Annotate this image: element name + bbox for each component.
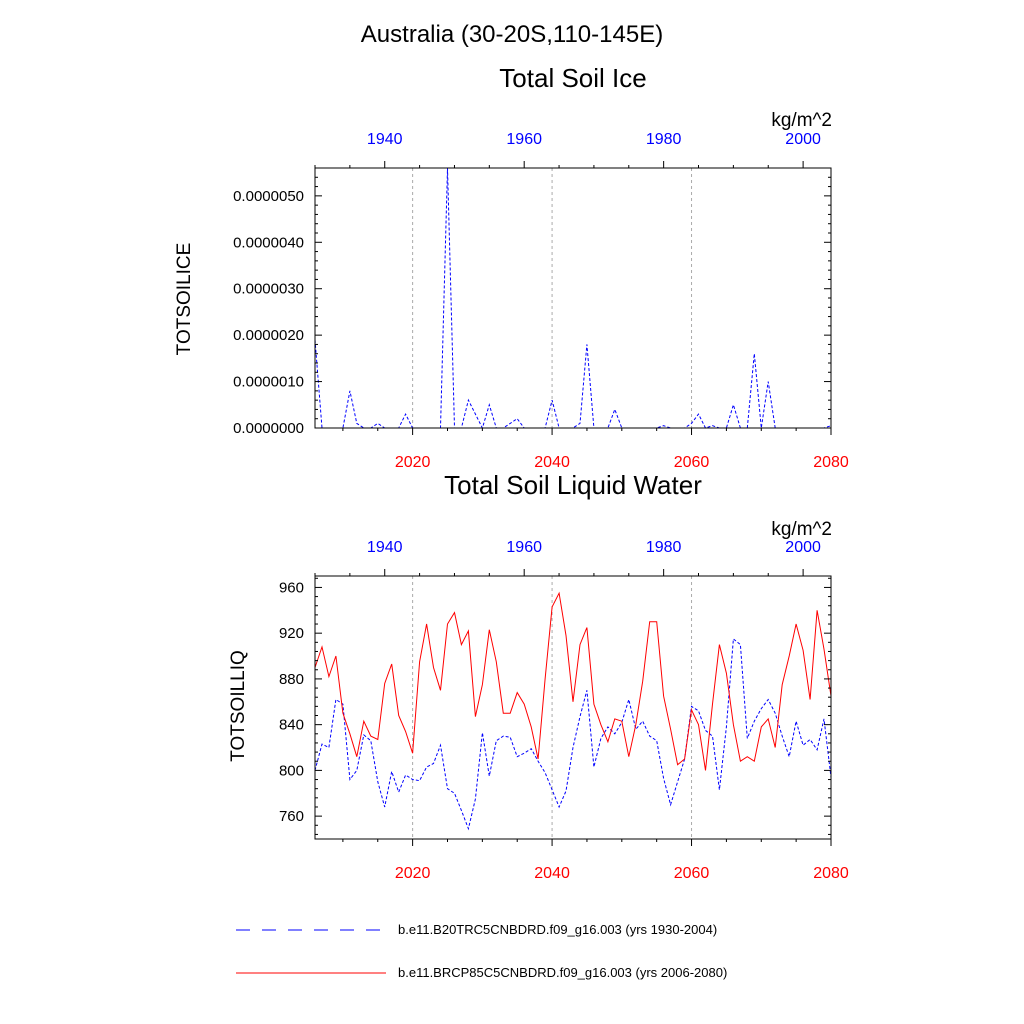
x-top-tick-label: 1940: [367, 539, 403, 556]
units-label: kg/m^2: [771, 519, 832, 540]
chart-title: Total Soil Ice: [499, 63, 646, 93]
series-line-red: [314, 591, 832, 771]
x-bottom-tick-label: 2020: [395, 454, 431, 471]
y-tick-label: 0.0000040: [233, 234, 304, 251]
main-title: Australia (30-20S,110-145E): [361, 21, 663, 48]
soil-liquid-chart: Total Soil Liquid Water kg/m^2 TOTSOILLI…: [228, 470, 849, 882]
x-top-tick-label: 2000: [785, 539, 821, 556]
x-bottom-tick-label: 2080: [813, 865, 849, 882]
y-tick-label: 0.0000050: [233, 188, 304, 205]
y-tick-label: 0.0000010: [233, 374, 304, 391]
soil-ice-chart: Total Soil Ice kg/m^2 TOTSOILICE 0.00000…: [174, 63, 849, 471]
y-tick-label: 960: [279, 579, 304, 596]
x-bottom-tick-label: 2040: [534, 865, 570, 882]
y-tick-label: 0.0000000: [233, 420, 304, 437]
x-bottom-tick-label: 2040: [534, 454, 570, 471]
plot-frame: [314, 575, 832, 840]
x-bottom-tick-label: 2080: [813, 454, 849, 471]
x-top-tick-label: 1940: [367, 131, 403, 148]
y-tick-label: 0.0000030: [233, 281, 304, 298]
x-top-tick-label: 1960: [506, 131, 542, 148]
y-axis-label: TOTSOILICE: [174, 243, 195, 356]
x-top-tick-label: 1980: [646, 539, 682, 556]
series-line-blue: [314, 167, 832, 430]
x-top-tick-label: 1980: [646, 131, 682, 148]
y-tick-label: 800: [279, 762, 304, 779]
y-axis-label: TOTSOILLIQ: [228, 650, 249, 762]
y-tick-label: 0.0000020: [233, 327, 304, 344]
y-tick-label: 760: [279, 808, 304, 825]
x-top-tick-label: 2000: [785, 131, 821, 148]
y-tick-label: 920: [279, 625, 304, 642]
y-tick-label: 840: [279, 717, 304, 734]
units-label: kg/m^2: [771, 110, 832, 131]
series-line-blue: [314, 637, 832, 831]
chart-title: Total Soil Liquid Water: [444, 470, 702, 500]
x-bottom-tick-label: 2060: [674, 454, 710, 471]
legend-label-red: b.e11.BRCP85C5CNBDRD.f09_g16.003 (yrs 20…: [398, 965, 727, 980]
legend-label-blue: b.e11.B20TRC5CNBDRD.f09_g16.003 (yrs 193…: [398, 922, 717, 937]
x-bottom-tick-label: 2060: [674, 865, 710, 882]
y-tick-label: 880: [279, 671, 304, 688]
legend: b.e11.B20TRC5CNBDRD.f09_g16.003 (yrs 193…: [236, 922, 727, 980]
x-bottom-tick-label: 2020: [395, 865, 431, 882]
x-top-tick-label: 1960: [506, 539, 542, 556]
plot-frame: [314, 167, 832, 429]
